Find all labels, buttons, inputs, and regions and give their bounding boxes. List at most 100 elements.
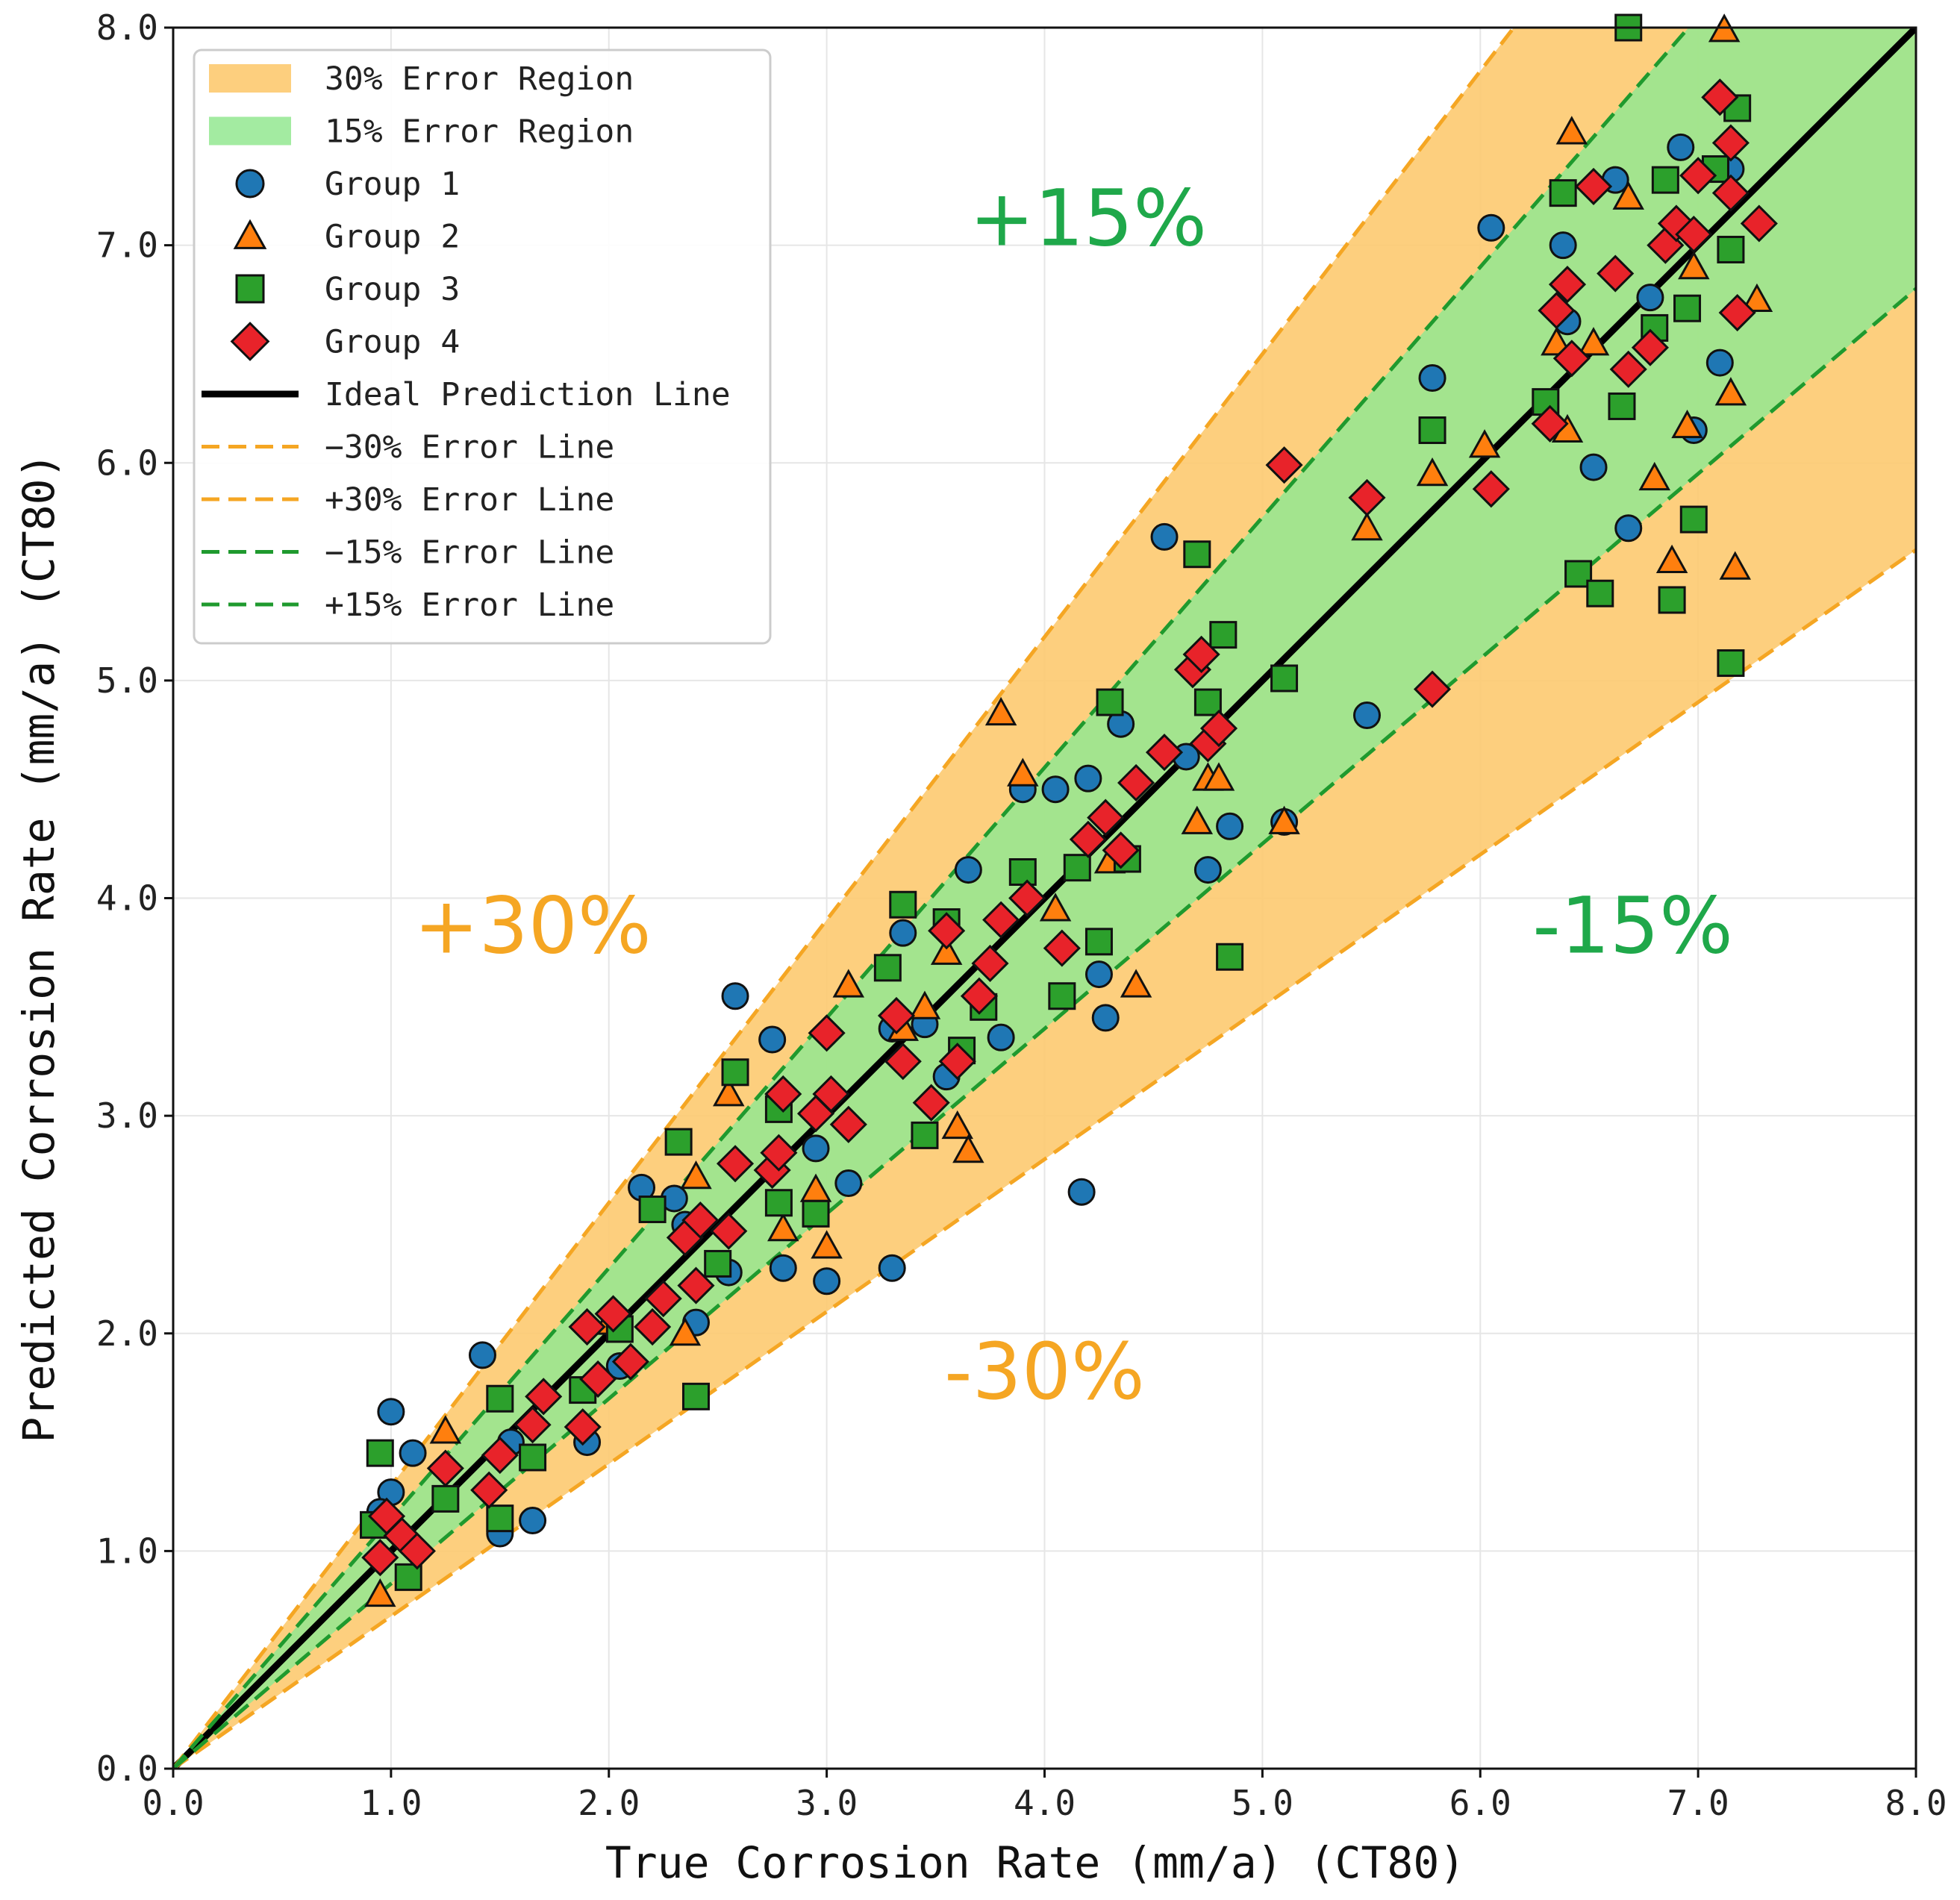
legend-label-1: 15% Error Region	[325, 113, 634, 151]
point-group3-46	[1717, 235, 1745, 263]
legend-marker-2	[235, 169, 265, 199]
point-group1-17	[802, 1134, 830, 1163]
point-group1-34	[1193, 856, 1222, 884]
point-group3-26	[1084, 928, 1113, 956]
point-group1-42	[1579, 453, 1608, 481]
point-group3-4	[486, 1384, 514, 1413]
y-tick-label-3: 3.0	[96, 1096, 158, 1136]
y-axis-title: Predicted Corrosion Rate (mm/a) (CT80)	[13, 453, 64, 1443]
point-group4-13	[611, 1343, 650, 1381]
legend-box	[193, 49, 772, 645]
point-group4-17	[677, 1266, 715, 1304]
point-group2-0	[364, 1578, 396, 1607]
point-group3-5	[486, 1504, 514, 1533]
legend-swatch-1	[209, 116, 291, 146]
point-group3-44	[1679, 505, 1708, 534]
point-group3-14	[764, 1189, 793, 1217]
point-group2-22	[1202, 762, 1235, 791]
point-group3-30	[1193, 688, 1222, 716]
point-group2-30	[1577, 327, 1610, 356]
point-group4-56	[1597, 254, 1635, 293]
point-group3-9	[638, 1196, 667, 1224]
point-group3-42	[1658, 586, 1686, 614]
point-group4-18	[681, 1201, 720, 1240]
legend-marker-3	[233, 219, 267, 249]
point-group2-1	[429, 1415, 462, 1444]
point-group2-32	[1638, 461, 1670, 491]
y-tick-label-0: 0.0	[96, 1749, 158, 1789]
point-group4-53	[1548, 266, 1587, 304]
y-tick-label-6: 6.0	[96, 443, 158, 483]
point-group4-9	[564, 1408, 602, 1446]
y-tick-label-1: 1.0	[96, 1531, 158, 1571]
legend-swatch-0	[209, 64, 291, 93]
point-group4-36	[1008, 879, 1046, 917]
point-group4-57	[1609, 350, 1647, 388]
legend-marker-4	[235, 274, 265, 304]
point-group4-23	[764, 1075, 802, 1113]
point-group2-12	[930, 936, 963, 965]
point-group3-6	[519, 1443, 547, 1472]
x-tick-label-0: 0.0	[142, 1783, 204, 1823]
point-group4-15	[644, 1280, 682, 1318]
point-group4-40	[1102, 831, 1140, 869]
point-group4-62	[1679, 157, 1717, 195]
point-group4-67	[1740, 204, 1778, 243]
series-group-4	[361, 78, 1778, 1577]
point-group2-6	[767, 1212, 799, 1242]
point-group4-19	[710, 1212, 748, 1250]
x-axis-title: True Corrosion Rate (mm/a) (CT80)	[605, 1837, 1465, 1888]
point-group1-45	[1636, 284, 1664, 312]
point-group1-37	[1352, 701, 1381, 730]
point-group4-30	[912, 1084, 950, 1122]
legend-label-0: 30% Error Region	[325, 60, 634, 98]
point-group3-12	[704, 1249, 732, 1278]
point-group4-47	[1265, 446, 1303, 484]
point-group2-24	[1351, 511, 1383, 541]
point-group4-5	[470, 1471, 508, 1509]
point-group3-11	[682, 1382, 710, 1410]
point-group1-28	[1074, 764, 1102, 793]
point-group4-20	[716, 1145, 755, 1183]
legend-label-3: Group 2	[325, 219, 460, 256]
point-group3-32	[1209, 621, 1238, 649]
region-annotations: +15% +30% -15% -30%	[413, 173, 1732, 1418]
point-group1-32	[1150, 522, 1179, 551]
point-group3-23	[1008, 858, 1037, 887]
point-group3-2	[394, 1563, 422, 1591]
error-line-1	[173, 548, 1916, 1769]
point-group4-11	[579, 1360, 617, 1399]
legend-label-2: Group 1	[325, 166, 460, 203]
point-group1-0	[377, 1398, 405, 1426]
point-group1-48	[1705, 349, 1734, 377]
point-group4-46	[1199, 709, 1238, 748]
legend-label-4: Group 3	[325, 271, 460, 308]
point-group4-4	[426, 1449, 464, 1487]
point-group4-63	[1701, 78, 1739, 116]
point-group4-14	[634, 1307, 672, 1346]
point-group3-3	[431, 1484, 460, 1513]
x-tick-label-8: 8.0	[1885, 1783, 1947, 1823]
point-group4-48	[1348, 478, 1386, 516]
annotation-label-0: +15%	[970, 173, 1207, 264]
legend-label-10: +15% Error Line	[325, 587, 614, 624]
point-group4-33	[960, 977, 999, 1015]
point-group4-61	[1675, 215, 1713, 254]
point-group1-35	[1216, 812, 1244, 840]
series-group-1	[366, 133, 1745, 1548]
point-group3-34	[1418, 416, 1446, 445]
point-group2-34	[1671, 409, 1703, 439]
point-group2-25	[1416, 457, 1449, 487]
point-group4-34	[971, 944, 1009, 983]
point-group4-55	[1574, 167, 1613, 205]
data-points	[360, 13, 1778, 1607]
point-group2-37	[1714, 377, 1747, 406]
point-group1-40	[1549, 231, 1577, 260]
point-group1-50	[1067, 1178, 1096, 1206]
point-group4-44	[1182, 635, 1220, 673]
legend-label-5: Group 4	[325, 324, 460, 361]
point-group2-26	[1468, 429, 1501, 458]
point-group2-31	[1612, 181, 1644, 210]
annotation-label-1: +30%	[413, 880, 651, 971]
point-group4-7	[514, 1406, 552, 1444]
